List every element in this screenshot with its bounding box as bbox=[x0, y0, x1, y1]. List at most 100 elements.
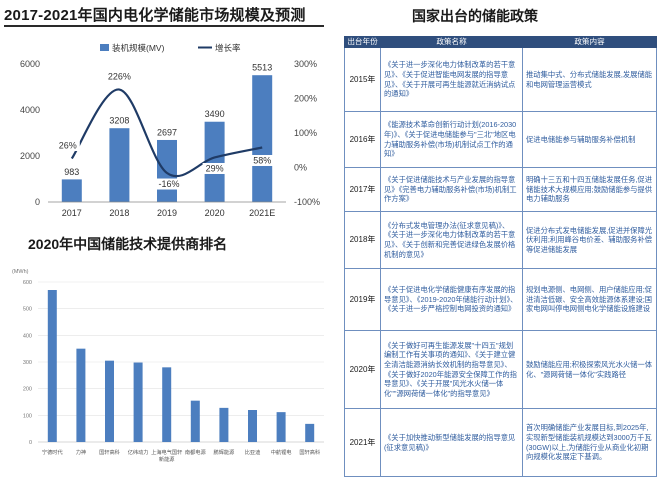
line-value-label: 226% bbox=[108, 72, 131, 82]
line-label-bg bbox=[157, 178, 181, 190]
legend-label-line: 增长率 bbox=[215, 43, 241, 53]
y-left-tick-label: 2000 bbox=[20, 151, 40, 161]
line-value-label: 58% bbox=[253, 155, 271, 165]
header-policy-content: 政策内容 bbox=[522, 36, 657, 48]
bar bbox=[61, 179, 82, 202]
bar bbox=[162, 367, 172, 442]
policy-table: 出台年份 政策名称 政策内容 2015年 《关于进一步深化电力体制改革的若干意见… bbox=[344, 36, 657, 477]
table-row: 2021年 《关于加快推动新型储能发展的指导意见(征求意见稿)》 首次明确储能产… bbox=[344, 408, 657, 477]
row-policies: 《能源技术革命创新行动计划(2016-2030年)》、《关于促进电储能参与"三北… bbox=[380, 111, 523, 168]
bar bbox=[47, 290, 57, 442]
bar-value-label: 3490 bbox=[205, 109, 225, 119]
table-header-row: 出台年份 政策名称 政策内容 bbox=[344, 36, 657, 48]
row-content: 明确十三五和十四五储能发展任务,促进储能技术大规模应用;鼓励储能参与提供电力辅助… bbox=[522, 167, 657, 212]
bar-value-label: 5513 bbox=[252, 63, 272, 73]
bar bbox=[305, 423, 315, 442]
row-policies: 《分布式发电管理办法(征求意见稿)》、《关于进一步深化电力体制改革的若干意见》、… bbox=[380, 211, 523, 269]
row-year: 2015年 bbox=[344, 47, 381, 112]
x-tick-label: 2019 bbox=[157, 208, 177, 218]
x-tick-label: 比亚迪 bbox=[245, 448, 261, 456]
x-tick-label: 2018 bbox=[109, 208, 129, 218]
table-row: 2015年 《关于进一步深化电力体制改革的若干意见》、《关于促进智能电网发展的指… bbox=[344, 47, 657, 112]
row-year: 2017年 bbox=[344, 167, 381, 212]
bar-value-label: 983 bbox=[64, 167, 79, 177]
bar bbox=[105, 360, 114, 442]
row-policies: 《关于促进电化学储能健康有序发展的指导意见》、《2019-2020年储能行动计划… bbox=[380, 268, 523, 331]
header-year: 出台年份 bbox=[344, 36, 381, 48]
x-tick-label: 2020 bbox=[205, 208, 225, 218]
legend-label-bar: 装机规模(MV) bbox=[112, 43, 165, 53]
row-year: 2021年 bbox=[344, 408, 381, 477]
row-content: 促进分布式发电储能发展,促进并保障光伏利用;利用峰谷电价差、辅助服务补偿等促进储… bbox=[522, 211, 657, 269]
x-tick-label: 中航锂电 bbox=[271, 448, 292, 456]
row-content: 首次明确储能产业发展目标,到2025年,实现新型储能装机规模达到3000万千瓦(… bbox=[522, 408, 657, 477]
row-policies: 《关于进一步深化电力体制改革的若干意见》、《关于促进智能电网发展的指导意见》、《… bbox=[380, 47, 523, 112]
line-label-bg bbox=[55, 140, 80, 152]
y-tick-label: 100 bbox=[23, 413, 32, 419]
row-year: 2018年 bbox=[344, 211, 381, 269]
table-row: 2016年 《能源技术革命创新行动计划(2016-2030年)》、《关于促进电储… bbox=[344, 111, 657, 168]
y-tick-label: 400 bbox=[23, 333, 32, 339]
y-right-tick-label: 100% bbox=[294, 128, 317, 138]
x-tick-label: 南都电源 bbox=[185, 448, 207, 456]
line-value-label: 26% bbox=[59, 141, 77, 151]
bar bbox=[204, 121, 225, 202]
x-tick-label: 2017 bbox=[62, 208, 82, 218]
bar bbox=[109, 128, 130, 202]
y-left-tick-label: 0 bbox=[35, 197, 40, 207]
y-right-tick-label: 300% bbox=[294, 59, 317, 69]
x-tick-label: 国轩高科 bbox=[99, 448, 120, 456]
combo-chart: 装机规模(MV) 增长率 0 2000 4000 6000 -100% 0% 100% 200% 3… bbox=[20, 43, 320, 218]
chart-legend: 装机规模(MV) 增长率 bbox=[100, 43, 241, 53]
table-row: 2017年 《关于促进储能技术与产业发展的指导意见》《完善电力辅助服务补偿(市场… bbox=[344, 167, 657, 212]
ranking-chart-title: 2020年中国储能技术提供商排名 bbox=[28, 236, 228, 252]
y-left-tick-label: 6000 bbox=[20, 59, 40, 69]
y-right-tick-label: 0% bbox=[294, 163, 307, 173]
legend-swatch-bar bbox=[100, 44, 109, 51]
y-tick-label: 300 bbox=[23, 360, 32, 366]
row-policies: 《关于促进储能技术与产业发展的指导意见》《完善电力辅助服务补偿(市场)机制工作方… bbox=[380, 167, 523, 212]
line-label-bg bbox=[107, 71, 132, 83]
table-row: 2020年 《关于做好可再生能源发展"十四五"规划编制工作有关事项的通知》、《关… bbox=[344, 330, 657, 409]
table-row: 2018年 《分布式发电管理办法(征求意见稿)》、《关于进一步深化电力体制改革的… bbox=[344, 211, 657, 269]
y-left-tick-label: 4000 bbox=[20, 105, 40, 115]
x-tick-label: 亿纬动力 bbox=[128, 448, 149, 456]
y-right-tick-label: 200% bbox=[294, 94, 317, 104]
line-value-label: 29% bbox=[206, 163, 224, 173]
x-tick-label: 2021E bbox=[249, 208, 275, 218]
row-content: 推动集中式、分布式储能发展,发展储能和电网管理运营模式 bbox=[522, 47, 657, 112]
row-content: 促进电储能参与辅助服务补偿机制 bbox=[522, 111, 657, 168]
x-tick-label: 上海电气国轩新能源 bbox=[151, 448, 182, 463]
policy-table-title: 国家出台的储能政策 bbox=[412, 8, 538, 24]
bar bbox=[219, 407, 229, 442]
row-policies: 《关于加快推动新型储能发展的指导意见(征求意见稿)》 bbox=[380, 408, 523, 477]
growth-rate-line bbox=[70, 88, 263, 178]
x-tick-label: 力神 bbox=[76, 448, 86, 456]
y-tick-label: 500 bbox=[23, 307, 32, 313]
bar-value-label: 3208 bbox=[109, 116, 129, 126]
y-tick-label: 600 bbox=[23, 280, 32, 286]
bar bbox=[157, 139, 177, 202]
row-year: 2020年 bbox=[344, 330, 381, 409]
bar bbox=[190, 400, 200, 442]
bar-label-bg bbox=[200, 108, 229, 120]
bar bbox=[76, 348, 86, 442]
x-tick-label: 宁德时代 bbox=[42, 448, 64, 456]
bar-label-bg bbox=[57, 166, 86, 178]
row-content: 鼓励储能应用;积极探索风光水火储一体化、"源网荷储一体化"实践路径 bbox=[522, 330, 657, 409]
bar-value-label: 2697 bbox=[157, 127, 177, 137]
bar bbox=[252, 75, 273, 202]
bar bbox=[276, 412, 286, 442]
table-row: 2019年 《关于促进电化学储能健康有序发展的指导意见》、《2019-2020年… bbox=[344, 268, 657, 331]
line-value-label: -16% bbox=[158, 179, 179, 189]
header-policy-name: 政策名称 bbox=[380, 36, 523, 48]
bar-label-bg bbox=[153, 126, 181, 138]
bar-label-bg bbox=[248, 62, 277, 74]
bar-label-bg bbox=[105, 115, 134, 127]
bar bbox=[133, 362, 143, 442]
line-label-bg bbox=[202, 162, 227, 174]
row-year: 2016年 bbox=[344, 111, 381, 168]
x-tick-label: 鹏辉能源 bbox=[214, 448, 236, 456]
y-tick-label: 200 bbox=[23, 387, 32, 393]
